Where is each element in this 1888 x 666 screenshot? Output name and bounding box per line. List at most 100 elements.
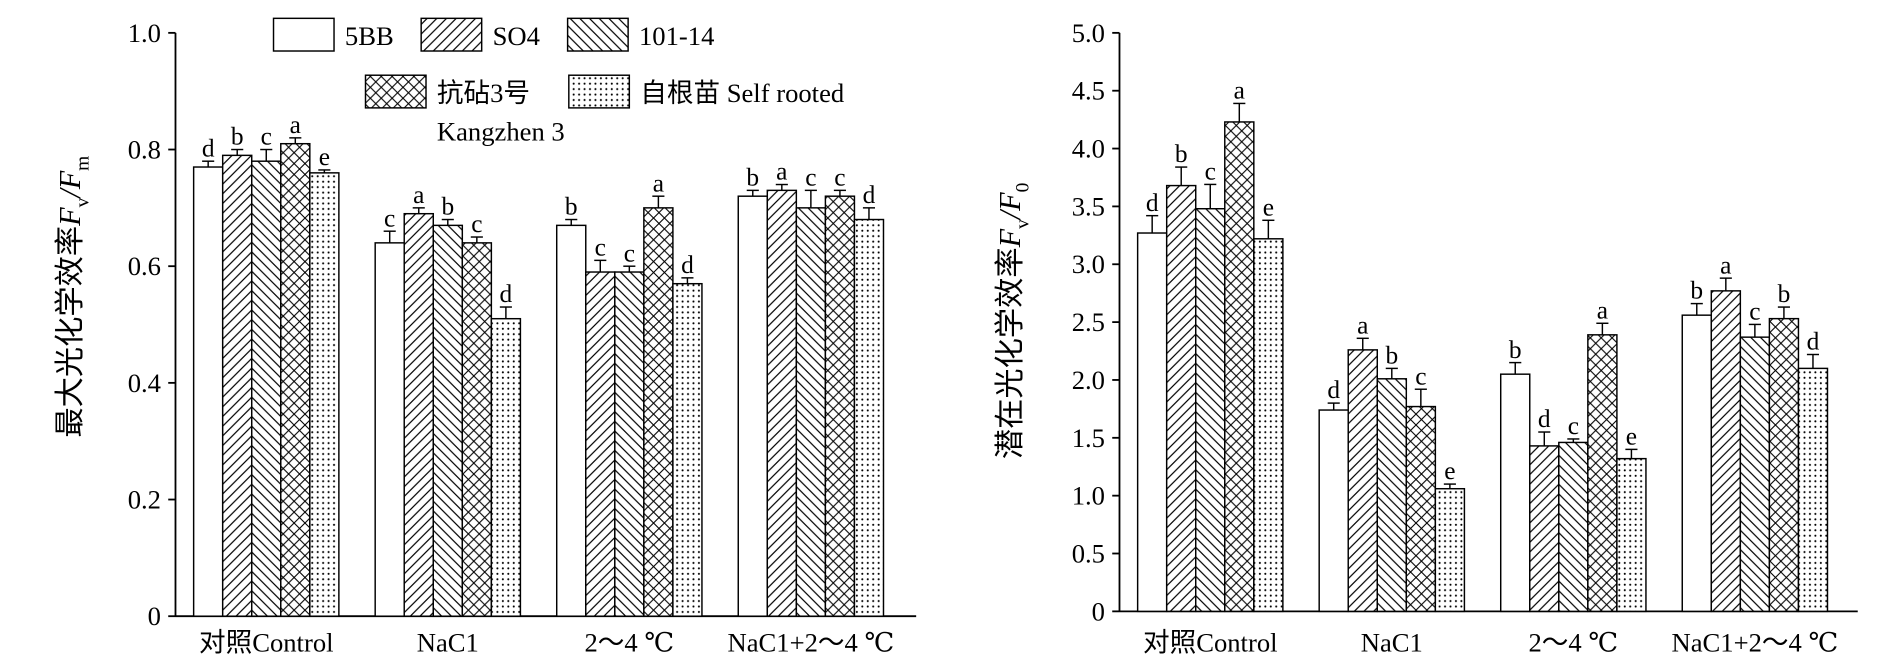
significance-letter: b xyxy=(1385,342,1398,370)
significance-letter: c xyxy=(1568,412,1579,440)
bar xyxy=(1710,290,1742,613)
error-bar xyxy=(1356,337,1369,350)
bar xyxy=(490,317,522,617)
bar xyxy=(795,207,827,617)
bar xyxy=(1558,441,1589,613)
bar xyxy=(309,172,340,617)
x-category-label: NaC1+2～4 ℃ xyxy=(1672,627,1839,657)
y-tick-label: 0.4 xyxy=(128,368,161,398)
significance-letter: b xyxy=(1778,280,1791,308)
legend-label: 抗砧3号 xyxy=(437,78,530,108)
error-bar xyxy=(681,277,694,284)
error-bar xyxy=(1509,361,1522,375)
legend-swatch xyxy=(272,17,335,52)
y-tick-label: 0.6 xyxy=(128,251,161,281)
bar xyxy=(1739,336,1771,613)
error-bar xyxy=(1690,302,1703,316)
bar xyxy=(1347,349,1378,613)
bar xyxy=(1681,314,1713,613)
error-bar xyxy=(383,230,396,243)
legend-item: 101-14 xyxy=(566,17,714,52)
significance-letter: c xyxy=(1415,362,1426,390)
legend-swatch xyxy=(420,17,483,52)
legend-label: 101-14 xyxy=(639,21,714,51)
bar xyxy=(1224,121,1255,613)
error-bar xyxy=(652,195,665,208)
legend-item: 5BB xyxy=(272,17,394,52)
significance-letter: b xyxy=(1509,336,1522,364)
bar xyxy=(643,207,674,617)
significance-letter: c xyxy=(624,239,635,267)
significance-letter: a xyxy=(1597,296,1608,324)
x-category-label: NaC1 xyxy=(417,627,479,657)
y-axis-title-part: 最大光化学效率 xyxy=(53,226,87,438)
significance-letter: b xyxy=(231,123,244,151)
bar xyxy=(737,195,769,617)
y-tick-label: 3.5 xyxy=(1072,191,1105,221)
error-bar xyxy=(833,189,846,197)
bar xyxy=(374,242,405,617)
y-tick-label: 1.0 xyxy=(1072,481,1105,511)
error-bar xyxy=(1719,277,1732,291)
significance-letter: a xyxy=(1720,251,1731,279)
bar xyxy=(403,212,434,617)
legend: 5BB SO4 101-14 抗砧3号 Kangzhen 3 自根苗 Self roote… xyxy=(272,17,844,147)
significance-letter: e xyxy=(1263,193,1274,221)
error-bar xyxy=(1777,306,1790,319)
significance-letter: b xyxy=(441,193,454,221)
significance-letter: c xyxy=(261,123,272,151)
bar xyxy=(1616,457,1647,613)
significance-letter: d xyxy=(1538,405,1551,433)
error-bar xyxy=(1233,102,1246,122)
y-axis-title-part: F xyxy=(993,192,1027,212)
error-bar xyxy=(1748,323,1761,338)
significance-letter: d xyxy=(863,181,876,209)
significance-letter: c xyxy=(595,234,606,262)
error-bar xyxy=(1204,183,1217,209)
bar xyxy=(1136,232,1168,613)
bar xyxy=(1253,238,1284,613)
legend-item: 抗砧3号 Kangzhen 3 xyxy=(364,74,565,147)
bar xyxy=(1529,445,1560,613)
bar xyxy=(766,189,798,617)
significance-letter: d xyxy=(681,251,694,279)
legend-label: 5BB xyxy=(345,21,394,51)
significance-letter: e xyxy=(1626,423,1637,451)
significance-letter: a xyxy=(653,169,664,197)
y-tick-label: 0.8 xyxy=(128,135,161,165)
legend-swatch xyxy=(364,74,427,109)
y-tick-label: 1.0 xyxy=(128,18,161,48)
y-tick-label: 4.0 xyxy=(1072,134,1105,164)
y-axis-title-part: v xyxy=(1013,219,1034,229)
legend-item: 自根苗 Self rooted xyxy=(568,74,844,109)
significance-letter: c xyxy=(805,164,816,192)
error-bar xyxy=(1567,438,1580,443)
significance-letter: d xyxy=(202,134,215,162)
y-axis-title-part: / xyxy=(53,187,87,200)
error-bar xyxy=(499,306,512,319)
error-bar xyxy=(746,189,759,197)
error-bar xyxy=(565,218,578,226)
legend-label-line2: Kangzhen 3 xyxy=(437,117,565,147)
error-bar xyxy=(1538,431,1551,446)
legend-swatch xyxy=(566,17,629,52)
y-tick-label: 1.5 xyxy=(1072,423,1105,453)
bar xyxy=(1587,334,1618,613)
bar xyxy=(251,160,282,617)
legend-swatch xyxy=(568,74,631,109)
significance-letter: a xyxy=(1357,311,1368,339)
error-bar xyxy=(318,169,331,173)
y-axis-title: 最大光化学效率Fv/Fm xyxy=(53,156,93,438)
significance-letter: d xyxy=(1146,189,1159,217)
significance-letter: a xyxy=(776,158,787,186)
y-tick-label: 0 xyxy=(148,601,161,631)
error-bar xyxy=(1327,402,1340,411)
bar xyxy=(280,142,311,617)
significance-letter: e xyxy=(1444,457,1455,485)
error-bar xyxy=(1146,214,1159,234)
bar xyxy=(1195,207,1226,613)
bar xyxy=(432,224,464,617)
error-bar xyxy=(289,137,302,144)
legend-label: SO4 xyxy=(493,21,540,51)
